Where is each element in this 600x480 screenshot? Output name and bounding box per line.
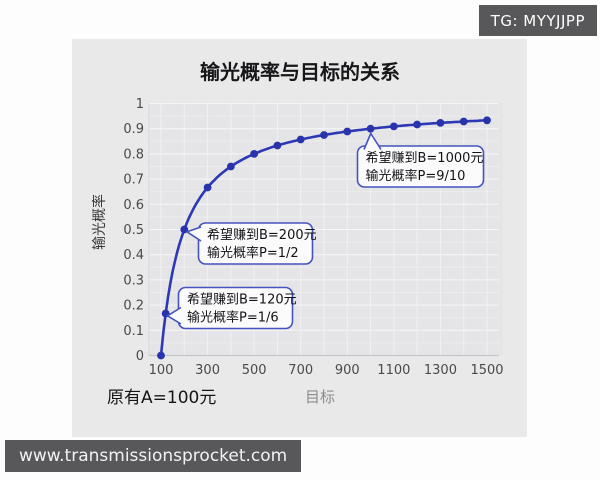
website-watermark-badge: www.transmissionsprocket.com xyxy=(5,440,302,472)
callout-b120: 希望赚到B=120元 输光概率P=1/6 xyxy=(166,286,297,330)
y-tick-label: 0.7 xyxy=(123,173,144,188)
data-point-marker xyxy=(203,183,212,192)
y-tick-label: 0.9 xyxy=(123,122,144,137)
data-point-marker xyxy=(296,135,305,144)
callout-line1: 希望赚到B=200元 xyxy=(207,227,317,243)
x-axis-label: 目标 xyxy=(305,388,335,406)
x-tick-label: 1100 xyxy=(377,363,410,378)
data-point-marker xyxy=(436,118,445,127)
data-point-marker xyxy=(413,120,422,129)
y-tick-label: 0.8 xyxy=(123,147,144,162)
y-tick-label: 0.4 xyxy=(123,248,144,263)
y-tick-label: 0.2 xyxy=(123,299,144,314)
x-tick-label: 300 xyxy=(195,363,220,378)
x-tick-label: 500 xyxy=(242,363,267,378)
x-tick-label: 900 xyxy=(335,363,360,378)
callout-box xyxy=(177,286,294,330)
data-point-marker xyxy=(180,225,189,234)
data-point-marker xyxy=(273,141,282,150)
y-tick-label: 0 xyxy=(136,349,144,364)
callout-box xyxy=(197,222,314,265)
x-tick-label: 700 xyxy=(288,363,313,378)
data-point-marker xyxy=(389,122,398,131)
callout-line2: 输光概率P=1/6 xyxy=(187,310,279,326)
x-tick-label: 1300 xyxy=(424,363,457,378)
data-series xyxy=(157,116,491,360)
y-tick-label: 0.5 xyxy=(123,223,144,238)
tg-watermark-badge: TG: MYYJJPP xyxy=(478,5,597,36)
data-point-marker xyxy=(366,124,375,133)
callout-tail xyxy=(186,226,202,242)
data-point-marker xyxy=(157,351,165,360)
x-tick-label: 1500 xyxy=(470,363,503,378)
data-point-marker xyxy=(343,127,352,136)
callout-tail xyxy=(363,132,382,150)
x-tick-label: 100 xyxy=(149,363,174,378)
data-point-marker xyxy=(483,116,491,125)
callout-box xyxy=(356,145,485,188)
footnote-initial-amount: 原有A=100元 xyxy=(107,388,216,408)
callout-b200: 希望赚到B=200元 输光概率P=1/2 xyxy=(186,222,317,265)
y-tick-label: 0.3 xyxy=(123,273,144,288)
y-axis-label: 输光概率 xyxy=(91,194,108,250)
data-point-marker xyxy=(320,131,328,139)
y-tick-label: 0.6 xyxy=(123,198,144,213)
data-point-marker xyxy=(226,162,235,171)
callout-tail xyxy=(166,306,182,325)
data-point-marker xyxy=(250,150,259,158)
chart-title: 输光概率与目标的关系 xyxy=(200,60,400,84)
y-tick-label: 0.1 xyxy=(123,324,144,339)
callout-line2: 输光概率P=9/10 xyxy=(366,168,466,184)
callout-line2: 输光概率P=1/2 xyxy=(207,245,299,261)
data-point-marker xyxy=(459,117,468,126)
y-tick-label: 1 xyxy=(136,97,144,112)
callout-line1: 希望赚到B=1000元 xyxy=(366,150,484,166)
callout-line1: 希望赚到B=120元 xyxy=(187,292,297,308)
callout-b1000: 希望赚到B=1000元 输光概率P=9/10 xyxy=(356,132,485,188)
